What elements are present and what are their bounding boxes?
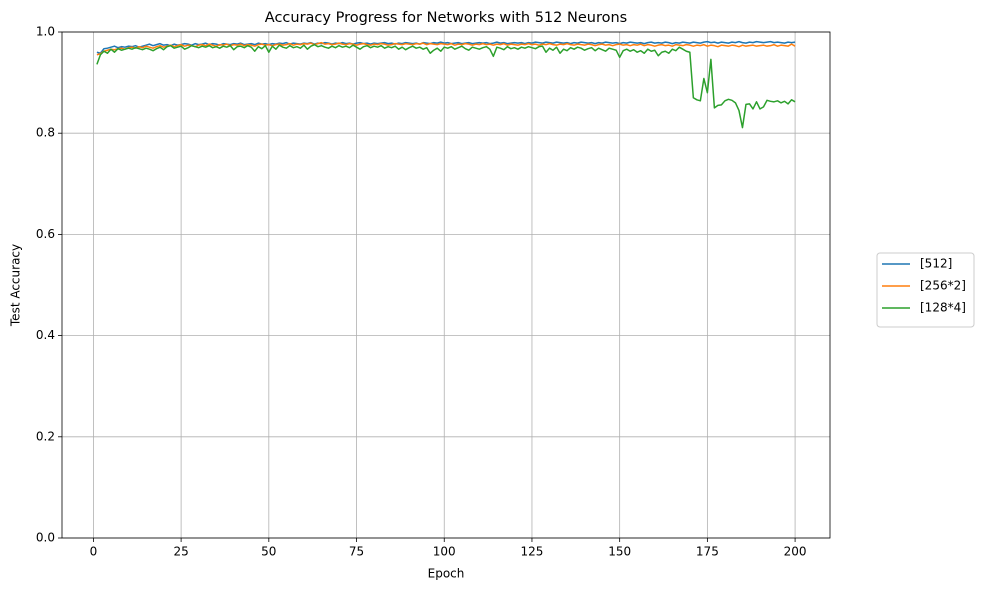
series-line xyxy=(96,41,796,56)
series-line xyxy=(96,40,796,54)
legend-label: [512] xyxy=(920,257,952,271)
x-axis-label: Epoch xyxy=(428,567,465,581)
x-tick-label: 0 xyxy=(90,545,98,559)
y-tick-label: 0.2 xyxy=(36,429,55,443)
plot-frame xyxy=(61,31,831,539)
legend-label: [128*4] xyxy=(920,301,966,315)
x-tick-label: 125 xyxy=(521,545,544,559)
y-tick-label: 0.8 xyxy=(36,126,55,140)
x-tick-label: 150 xyxy=(608,545,631,559)
x-tick-label: 25 xyxy=(173,545,188,559)
legend-label: [256*2] xyxy=(920,279,966,293)
x-tick-label: 175 xyxy=(696,545,719,559)
y-tick-label: 0.6 xyxy=(36,227,55,241)
y-tick-label: 0.0 xyxy=(36,531,55,545)
y-tick-label: 0.4 xyxy=(36,328,55,342)
x-tick-label: 200 xyxy=(784,545,807,559)
y-tick-label: 1.0 xyxy=(36,25,55,39)
x-tick-label: 50 xyxy=(261,545,276,559)
x-tick-label: 100 xyxy=(433,545,456,559)
y-axis-label: Test Accuracy xyxy=(9,244,23,327)
chart-title: Accuracy Progress for Networks with 512 … xyxy=(265,10,627,26)
series-line xyxy=(96,43,796,129)
x-tick-label: 75 xyxy=(349,545,364,559)
